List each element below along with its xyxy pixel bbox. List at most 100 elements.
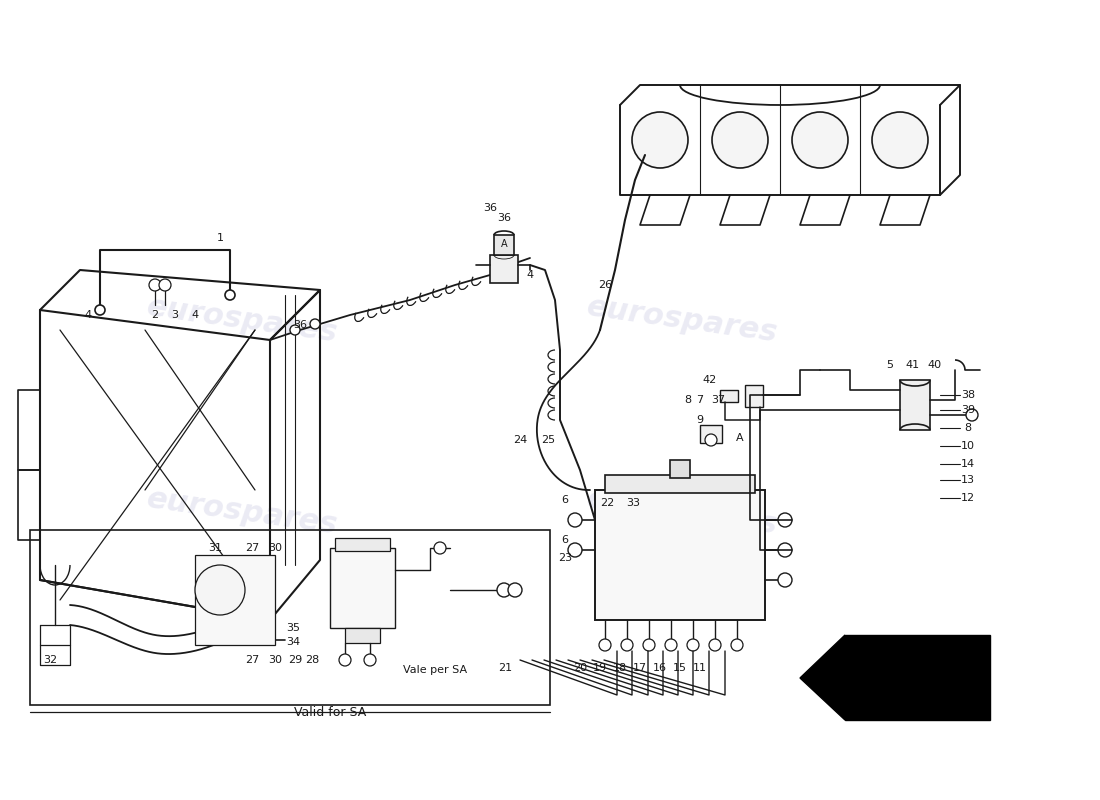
Text: 37: 37 (711, 395, 725, 405)
Text: 1: 1 (217, 233, 223, 243)
Circle shape (666, 639, 676, 651)
Circle shape (568, 513, 582, 527)
Text: 40: 40 (927, 360, 942, 370)
Circle shape (778, 513, 792, 527)
Text: 36: 36 (293, 320, 307, 330)
Text: 32: 32 (43, 655, 57, 665)
Text: A: A (500, 239, 507, 249)
Text: 35: 35 (286, 623, 300, 633)
Circle shape (966, 409, 978, 421)
Text: 30: 30 (268, 655, 282, 665)
Text: 17: 17 (632, 663, 647, 673)
Text: 25: 25 (541, 435, 556, 445)
Circle shape (364, 654, 376, 666)
Text: 30: 30 (268, 543, 282, 553)
Text: 8: 8 (684, 395, 692, 405)
Bar (605, 475, 755, 493)
Circle shape (160, 279, 170, 291)
Text: 4: 4 (191, 310, 199, 320)
Text: eurospares: eurospares (584, 292, 780, 348)
Text: 13: 13 (961, 475, 975, 485)
Bar (700, 425, 722, 443)
Text: 34: 34 (286, 637, 300, 647)
Text: 6: 6 (561, 535, 569, 545)
Circle shape (705, 434, 717, 446)
Text: 3: 3 (172, 310, 178, 320)
Text: A: A (736, 433, 744, 443)
Text: 18: 18 (613, 663, 627, 673)
Bar (490, 255, 518, 283)
Circle shape (710, 639, 720, 651)
Text: 12: 12 (961, 493, 975, 503)
Text: 14: 14 (961, 459, 975, 469)
Bar (494, 235, 514, 255)
Bar (670, 460, 690, 478)
Text: 16: 16 (653, 663, 667, 673)
Text: 41: 41 (905, 360, 920, 370)
Text: eurospares: eurospares (584, 484, 780, 540)
Circle shape (644, 639, 654, 651)
Circle shape (792, 112, 848, 168)
Bar (330, 548, 395, 628)
Bar (900, 380, 930, 430)
Circle shape (195, 565, 245, 615)
Text: Valid for SA: Valid for SA (294, 706, 366, 718)
Circle shape (434, 542, 446, 554)
Text: 5: 5 (887, 360, 893, 370)
Text: 27: 27 (245, 543, 260, 553)
Bar (720, 390, 738, 402)
Circle shape (621, 639, 632, 651)
Text: 28: 28 (305, 655, 319, 665)
Circle shape (290, 325, 300, 335)
Text: 23: 23 (558, 553, 572, 563)
Text: 8: 8 (965, 423, 971, 433)
Circle shape (497, 583, 512, 597)
Circle shape (508, 583, 522, 597)
Circle shape (732, 639, 742, 651)
Text: 10: 10 (961, 441, 975, 451)
Text: 36: 36 (483, 203, 497, 213)
Bar (195, 555, 275, 645)
Text: eurospares: eurospares (144, 292, 340, 348)
Text: Vale per SA: Vale per SA (403, 665, 467, 675)
Circle shape (226, 290, 235, 300)
Bar (336, 538, 390, 551)
Polygon shape (845, 635, 990, 720)
Circle shape (568, 543, 582, 557)
Text: 7: 7 (696, 395, 704, 405)
Text: 27: 27 (245, 655, 260, 665)
Text: 11: 11 (693, 663, 707, 673)
Circle shape (712, 112, 768, 168)
Text: 29: 29 (288, 655, 302, 665)
Text: eurospares: eurospares (144, 484, 340, 540)
Text: 19: 19 (593, 663, 607, 673)
Bar (595, 490, 764, 620)
Circle shape (95, 305, 104, 315)
Circle shape (872, 112, 928, 168)
Bar (345, 628, 379, 643)
Circle shape (778, 573, 792, 587)
Text: 39: 39 (961, 405, 975, 415)
Circle shape (632, 112, 688, 168)
Circle shape (778, 543, 792, 557)
Text: 42: 42 (703, 375, 717, 385)
Circle shape (688, 639, 698, 651)
Text: 2: 2 (152, 310, 158, 320)
Text: 9: 9 (696, 415, 704, 425)
Text: 4: 4 (527, 270, 534, 280)
Text: 22: 22 (600, 498, 614, 508)
Circle shape (310, 319, 320, 329)
Text: 6: 6 (561, 495, 569, 505)
Text: 38: 38 (961, 390, 975, 400)
Text: 15: 15 (673, 663, 688, 673)
Circle shape (600, 639, 610, 651)
Text: 36: 36 (497, 213, 512, 223)
Circle shape (339, 654, 351, 666)
Text: 26: 26 (598, 280, 612, 290)
Text: 31: 31 (208, 543, 222, 553)
Text: 4: 4 (85, 310, 91, 320)
Polygon shape (800, 635, 845, 720)
Text: 33: 33 (626, 498, 640, 508)
Circle shape (148, 279, 161, 291)
Text: 21: 21 (498, 663, 513, 673)
